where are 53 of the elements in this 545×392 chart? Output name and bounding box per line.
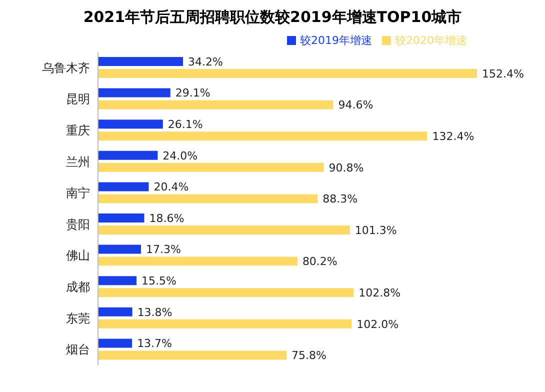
bar	[98, 194, 318, 204]
bar	[98, 307, 132, 316]
bar	[98, 100, 334, 110]
bar	[98, 57, 184, 66]
data-label: 13.7%	[137, 337, 172, 350]
y-tick-label: 烟台	[66, 342, 90, 357]
data-label: 102.0%	[356, 318, 399, 331]
data-label: 152.4%	[482, 67, 524, 80]
y-tick-label: 佛山	[66, 248, 90, 263]
data-label: 132.4%	[432, 130, 474, 144]
bar	[98, 338, 132, 348]
data-label: 24.0%	[162, 149, 198, 162]
bar	[98, 182, 149, 192]
bar	[98, 276, 137, 286]
data-label: 94.6%	[338, 98, 374, 112]
y-tick-label: 兰州	[66, 154, 90, 169]
bar	[98, 162, 324, 172]
bar	[98, 288, 354, 298]
y-tick-label: 南宁	[66, 186, 90, 200]
data-label: 75.8%	[292, 349, 326, 362]
data-label: 26.1%	[168, 118, 203, 132]
bar	[98, 350, 287, 360]
data-label: 90.8%	[328, 161, 364, 174]
bar	[98, 226, 350, 234]
bar	[98, 132, 428, 141]
data-label: 13.8%	[137, 306, 172, 319]
data-label: 34.2%	[188, 55, 224, 68]
y-tick-label: 成都	[66, 280, 90, 294]
data-label: 18.6%	[149, 212, 184, 225]
bar	[98, 69, 477, 78]
data-label: 17.3%	[146, 243, 181, 256]
data-label: 20.4%	[154, 180, 189, 194]
y-tick-label: 乌鲁木齐	[42, 60, 90, 75]
data-label: 29.1%	[175, 86, 210, 100]
bar	[98, 214, 144, 222]
data-label: 88.3%	[322, 192, 358, 206]
data-label: 102.8%	[358, 286, 401, 300]
bar	[98, 88, 170, 98]
y-tick-label: 贵阳	[66, 217, 90, 232]
bar	[98, 120, 163, 129]
y-tick-label: 重庆	[66, 124, 90, 138]
data-label: 80.2%	[302, 255, 338, 268]
chart-title: 2021年节后五周招聘职位数较2019年增速TOP10城市	[82, 8, 463, 27]
data-label: 101.3%	[354, 224, 397, 237]
legend-label: 较2019年增速	[300, 34, 372, 47]
data-label: 15.5%	[142, 274, 176, 288]
y-tick-label: 东莞	[66, 311, 90, 326]
legend-label: 较2020年增速	[395, 34, 467, 47]
bar	[98, 244, 142, 254]
bar	[98, 319, 352, 328]
bar	[98, 150, 158, 160]
y-tick-label: 昆明	[66, 92, 90, 106]
bar	[98, 256, 298, 266]
